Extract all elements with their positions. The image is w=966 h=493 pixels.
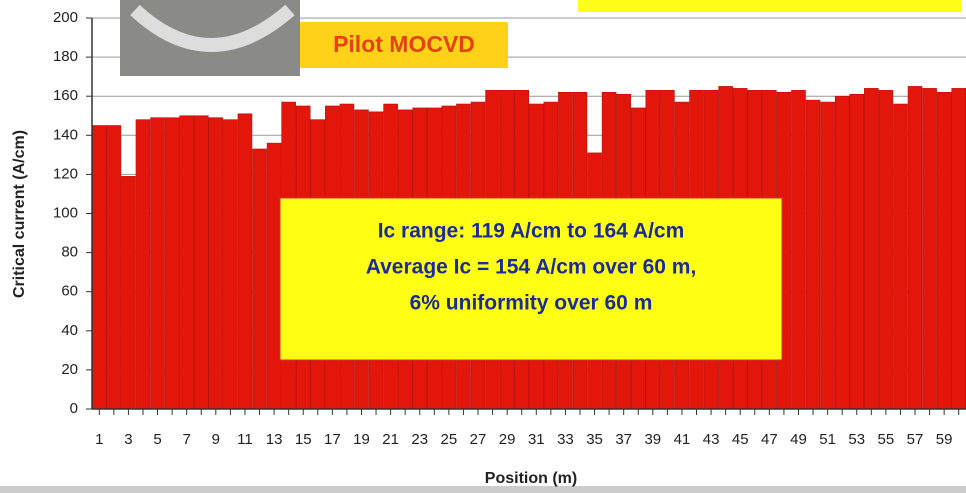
bar	[164, 117, 180, 410]
bar	[266, 142, 282, 410]
x-tick-label: 7	[183, 431, 191, 448]
inset-label-box	[300, 22, 508, 68]
bar	[907, 86, 923, 410]
x-tick-label: 25	[441, 431, 458, 448]
y-tick-label: 60	[61, 283, 78, 300]
x-tick-label: 59	[936, 431, 953, 448]
y-tick-label: 180	[53, 48, 78, 65]
photo-detail	[130, 4, 295, 52]
y-tick-label: 140	[53, 126, 78, 143]
x-tick-label: 51	[819, 431, 836, 448]
x-tick-label: 35	[586, 431, 603, 448]
top-box	[578, 0, 962, 12]
x-tick-label: 17	[324, 431, 341, 448]
bar	[179, 115, 194, 410]
y-tick-label: 100	[53, 204, 78, 221]
x-tick-label: 27	[470, 431, 487, 448]
x-tick-label: 43	[703, 431, 720, 448]
y-tick-label: 200	[53, 9, 78, 26]
x-tick-label: 45	[732, 431, 749, 448]
bar	[223, 119, 238, 410]
x-tick-label: 57	[907, 431, 924, 448]
bottom-band	[0, 486, 966, 493]
y-tick-label: 20	[61, 361, 78, 378]
x-tick-label: 37	[615, 431, 632, 448]
x-tick-label: 41	[674, 431, 691, 448]
bar	[936, 91, 952, 410]
y-tick-label: 80	[61, 244, 78, 261]
y-tick-label: 160	[53, 87, 78, 104]
x-tick-label: 9	[212, 431, 220, 448]
y-tick-label: 0	[70, 400, 78, 417]
x-tick-label: 13	[266, 431, 283, 448]
x-tick-label: 47	[761, 431, 778, 448]
annotation: Average Ic = 154 A/cm over 60 m,	[366, 256, 697, 279]
bar	[91, 125, 107, 410]
bar	[121, 176, 136, 410]
bar	[237, 113, 253, 410]
x-tick-label: 23	[411, 431, 428, 448]
bar	[791, 90, 806, 410]
x-tick-label: 15	[295, 431, 312, 448]
x-tick-label: 55	[878, 431, 895, 448]
bar	[106, 125, 122, 410]
y-tick-label: 40	[61, 322, 78, 339]
x-tick-label: 39	[644, 431, 661, 448]
y-axis-title: Critical current (A/cm)	[11, 130, 28, 298]
bar	[193, 115, 209, 410]
x-tick-label: 21	[382, 431, 399, 448]
bar	[805, 99, 821, 410]
bar	[834, 95, 850, 410]
y-tick-label: 120	[53, 165, 78, 182]
x-tick-label: 19	[353, 431, 370, 448]
bar	[893, 103, 908, 410]
x-tick-label: 11	[237, 431, 253, 448]
x-tick-label: 29	[499, 431, 516, 448]
bar	[878, 90, 894, 410]
x-tick-label: 49	[790, 431, 807, 448]
bar	[951, 88, 966, 410]
annotation: 6% uniformity over 60 m	[410, 292, 653, 315]
x-tick-label: 33	[557, 431, 574, 448]
bar	[150, 117, 165, 410]
annotation: Ic range: 119 A/cm to 164 A/cm	[378, 220, 685, 243]
x-tick-label: 5	[153, 431, 161, 448]
bar	[864, 88, 879, 410]
bar	[922, 88, 937, 410]
inset-label: Pilot MOCVD	[333, 31, 475, 57]
bar	[252, 148, 267, 410]
bar	[820, 101, 835, 410]
bar	[849, 93, 865, 410]
bar	[135, 119, 151, 410]
bar	[208, 117, 224, 410]
annotation-box	[279, 197, 783, 361]
x-tick-label: 3	[124, 431, 132, 448]
x-tick-label: 31	[528, 431, 545, 448]
x-tick-label: 53	[848, 431, 865, 448]
x-axis-title: Position (m)	[485, 470, 577, 487]
x-tick-label: 1	[95, 431, 103, 448]
